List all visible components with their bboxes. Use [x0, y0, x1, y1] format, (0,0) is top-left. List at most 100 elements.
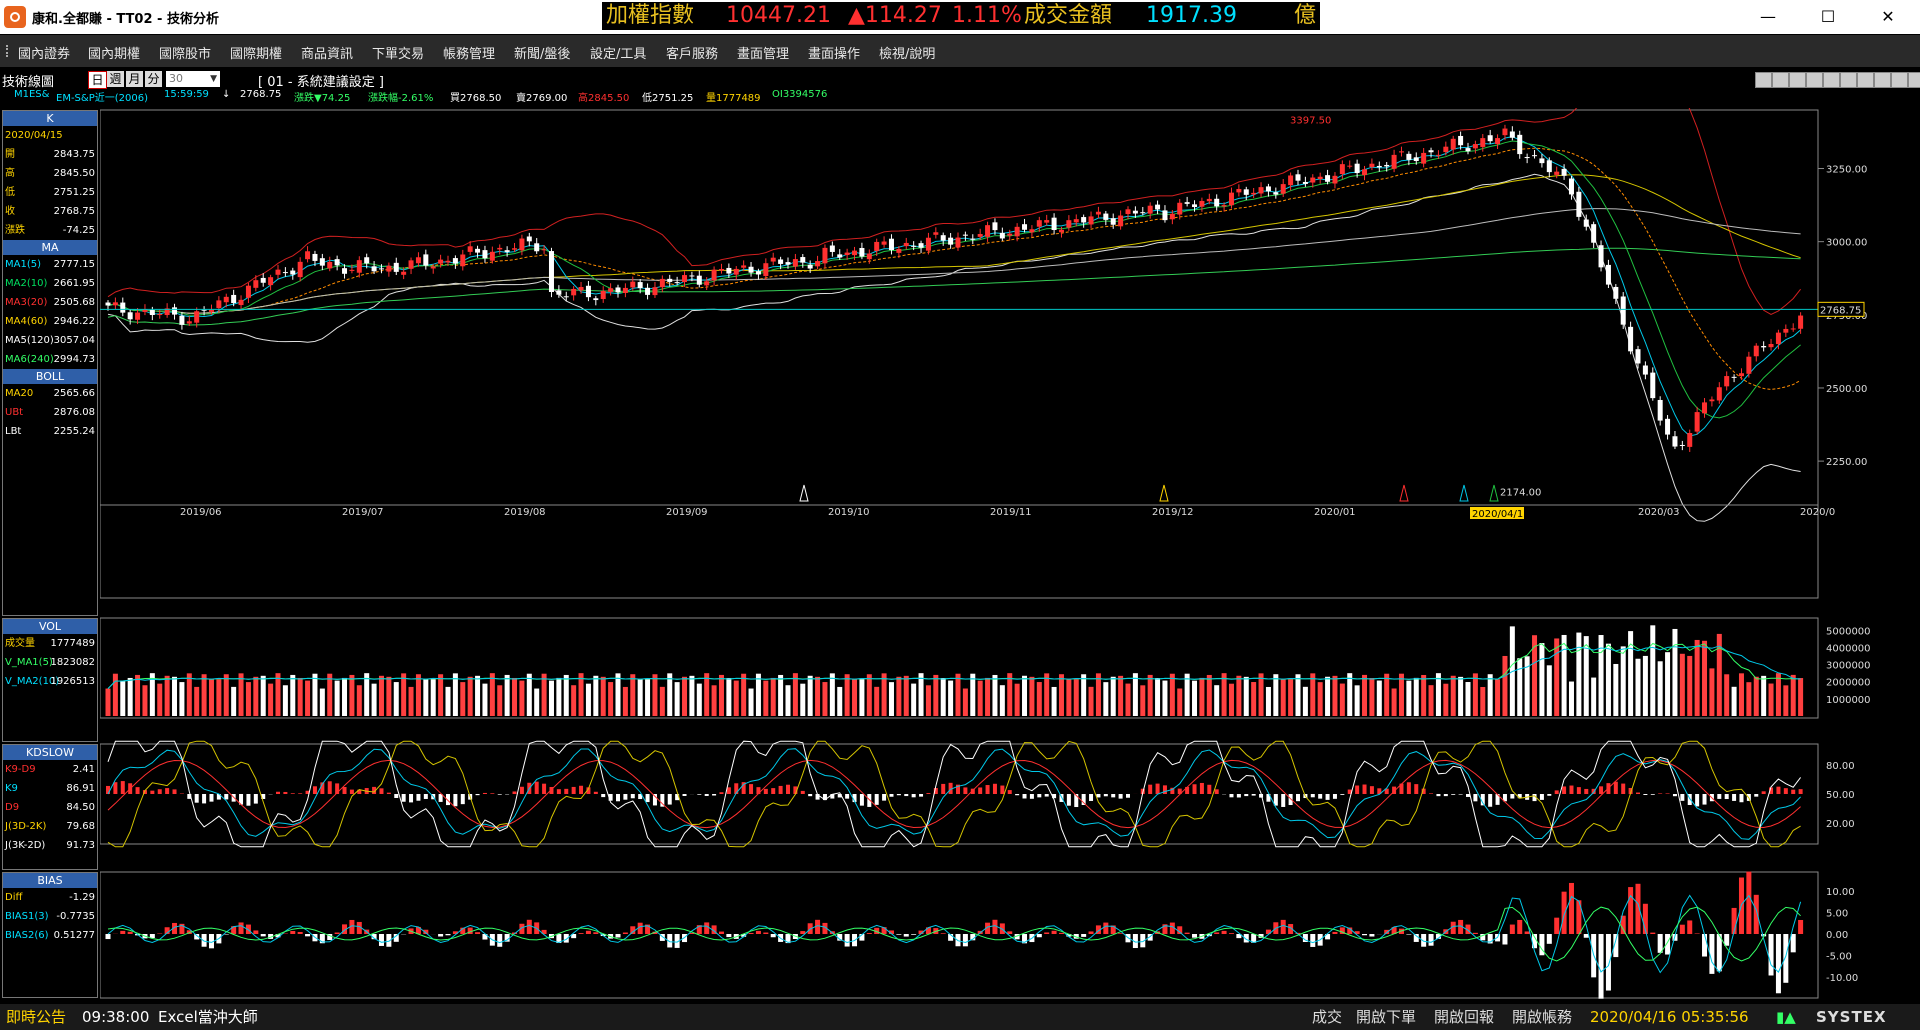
menu-item-product-info[interactable]: 商品資訊	[301, 47, 354, 62]
kd-diff-bar	[1052, 794, 1057, 799]
bias-diff-bar	[645, 924, 651, 934]
period-minute-button[interactable]: 分	[145, 71, 162, 87]
volume-bar	[689, 675, 695, 716]
volume-bar	[859, 679, 865, 716]
menu-item-international-stocks[interactable]: 國際股市	[159, 47, 212, 62]
volume-bar	[1620, 646, 1626, 716]
candle-body	[1576, 191, 1582, 217]
brand-logo: SYSTEX	[1816, 1008, 1887, 1026]
kd-diff-bar	[1791, 789, 1796, 794]
candle-body	[637, 282, 643, 289]
volume-bar	[1317, 682, 1323, 716]
menu-item-domestic-futures[interactable]: 國內期權	[88, 47, 141, 62]
menu-item-settings[interactable]: 設定/工具	[590, 47, 647, 62]
bias-diff-bar	[903, 934, 909, 937]
volume-bar	[342, 677, 348, 716]
plus-tool-icon[interactable]	[1789, 72, 1806, 88]
period-month-button[interactable]: 月	[126, 71, 143, 87]
bias-diff-bar	[948, 934, 954, 941]
minus-tool-icon[interactable]	[1772, 72, 1789, 88]
candle-body	[800, 257, 806, 263]
volume-bar	[674, 682, 680, 716]
candle-body	[245, 285, 251, 298]
zoom-out-icon[interactable]	[1806, 72, 1823, 88]
signal-icon: ▮▲	[1776, 1008, 1796, 1026]
menu-item-trading[interactable]: 下單交易	[372, 47, 425, 62]
left-panel-price: K 2020/04/15 開 2843.75 高 2845.50 低 2751.25 收 27…	[2, 110, 98, 616]
kd-diff-bar	[482, 792, 487, 794]
bias-diff-bar	[149, 934, 155, 938]
bias-diff-bar	[1184, 932, 1190, 934]
minimize-button[interactable]: —	[1760, 7, 1776, 26]
bias-diff-bar	[275, 934, 281, 938]
volume-bar	[445, 686, 451, 716]
kd-diff-bar	[638, 794, 643, 800]
candle-body	[1657, 399, 1663, 421]
bias-diff-bar	[342, 924, 348, 934]
bias-diff-bar	[911, 934, 917, 935]
signal-triangle-icon	[1489, 484, 1499, 502]
candle-body	[1472, 144, 1478, 149]
news-label[interactable]: 即時公告	[6, 1008, 67, 1026]
ma-row: MA3(20) 2505.68	[3, 293, 97, 312]
volume-bar	[770, 677, 776, 716]
bias-diff-bar	[415, 926, 421, 934]
bias-tick-label: -10.00	[1826, 973, 1858, 984]
menu-item-view-help[interactable]: 檢視/說明	[879, 47, 936, 62]
zoom-in-icon[interactable]	[1823, 72, 1840, 88]
trades-button[interactable]: 成交	[1312, 1008, 1343, 1026]
volume-bar	[1302, 686, 1308, 716]
bias-diff-bar	[1413, 934, 1419, 942]
bias-diff-bar	[438, 934, 444, 937]
volume-bar	[142, 685, 148, 716]
kd-diff-bar	[734, 783, 739, 794]
cursor-date-label: 2020/04/15	[1472, 509, 1530, 520]
search-icon[interactable]	[1840, 72, 1857, 88]
news-message[interactable]: Excel當沖大師	[158, 1008, 258, 1026]
close-chart-icon[interactable]	[1908, 72, 1920, 88]
kd-diff-bar	[1621, 783, 1626, 794]
kd-label: D9	[5, 802, 20, 813]
candle-body	[423, 254, 429, 266]
volume-bar	[1413, 677, 1419, 716]
open-account-button[interactable]: 開啟帳務	[1512, 1008, 1573, 1026]
kd-diff-bar	[564, 788, 569, 794]
open-report-button[interactable]: 開啟回報	[1434, 1008, 1495, 1026]
candle-body	[1347, 165, 1353, 167]
bias-section-header: BIAS	[3, 873, 97, 888]
maximize-button[interactable]: ☐	[1820, 7, 1836, 26]
minute-select[interactable]: 30 ▼	[166, 71, 220, 87]
print-icon[interactable]	[1857, 72, 1874, 88]
kd-diff-bar	[512, 791, 517, 794]
candle-body	[962, 234, 968, 236]
menu-item-accounts[interactable]: 帳務管理	[443, 47, 496, 62]
candle-body	[955, 237, 961, 248]
close-button[interactable]: ✕	[1881, 7, 1895, 26]
candle-body	[748, 266, 754, 273]
bias-diff-bar	[1280, 919, 1286, 934]
ma-value: 3057.04	[53, 335, 95, 346]
kd-diff-bar	[312, 786, 317, 794]
technical-chart[interactable]: 3250.003000.002750.002500.002250.002768.…	[100, 108, 1920, 1000]
save-icon[interactable]	[1874, 72, 1891, 88]
open-order-button[interactable]: 開啟下單	[1356, 1008, 1417, 1026]
volume-bar	[1694, 639, 1700, 716]
period-week-button[interactable]: 週	[107, 71, 124, 87]
kd-diff-bar	[867, 794, 872, 807]
volume-bar	[1398, 673, 1404, 716]
volume-bar	[334, 680, 340, 716]
menu-item-service[interactable]: 客戶服務	[666, 47, 719, 62]
period-day-button[interactable]: 日	[88, 71, 107, 89]
cross-tool-icon[interactable]	[1755, 72, 1772, 88]
bias-diff-bar	[445, 934, 451, 936]
menu-item-screen-ops[interactable]: 畫面操作	[808, 47, 861, 62]
menu-item-news[interactable]: 新聞/盤後	[514, 47, 571, 62]
bias-diff-bar	[1236, 934, 1242, 939]
menu-item-domestic-securities[interactable]: 國內證券	[18, 47, 71, 62]
candle-body	[1539, 158, 1545, 164]
menu-item-international-futures[interactable]: 國際期權	[230, 47, 283, 62]
volume-bar	[1384, 673, 1390, 716]
menu-item-screen-manage[interactable]: 畫面管理	[737, 47, 790, 62]
restore-icon[interactable]	[1891, 72, 1908, 88]
candle-body	[859, 247, 865, 257]
